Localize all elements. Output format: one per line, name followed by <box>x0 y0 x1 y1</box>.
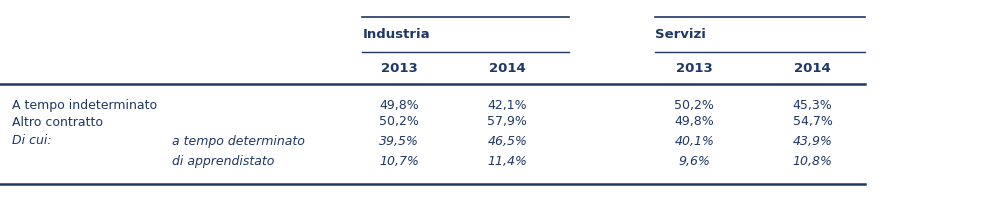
Text: 2013: 2013 <box>676 62 713 75</box>
Text: 2014: 2014 <box>489 62 526 75</box>
Text: 46,5%: 46,5% <box>488 134 527 147</box>
Text: Altro contratto: Altro contratto <box>12 115 102 128</box>
Text: 54,7%: 54,7% <box>793 115 832 128</box>
Text: 57,9%: 57,9% <box>488 115 527 128</box>
Text: Industria: Industria <box>362 27 430 40</box>
Text: 10,7%: 10,7% <box>379 154 419 167</box>
Text: 45,3%: 45,3% <box>793 98 832 111</box>
Text: 39,5%: 39,5% <box>379 134 419 147</box>
Text: A tempo indeterminato: A tempo indeterminato <box>12 98 157 111</box>
Text: 40,1%: 40,1% <box>675 134 714 147</box>
Text: 2014: 2014 <box>794 62 831 75</box>
Text: 49,8%: 49,8% <box>675 115 714 128</box>
Text: di apprendistato: di apprendistato <box>172 154 275 167</box>
Text: 10,8%: 10,8% <box>793 154 832 167</box>
Text: Di cui:: Di cui: <box>12 134 51 147</box>
Text: Servizi: Servizi <box>655 27 706 40</box>
Text: 2013: 2013 <box>380 62 418 75</box>
Text: 49,8%: 49,8% <box>379 98 419 111</box>
Text: 42,1%: 42,1% <box>488 98 527 111</box>
Text: a tempo determinato: a tempo determinato <box>172 134 305 147</box>
Text: 43,9%: 43,9% <box>793 134 832 147</box>
Text: 50,2%: 50,2% <box>379 115 419 128</box>
Text: 11,4%: 11,4% <box>488 154 527 167</box>
Text: 9,6%: 9,6% <box>679 154 710 167</box>
Text: 50,2%: 50,2% <box>675 98 714 111</box>
